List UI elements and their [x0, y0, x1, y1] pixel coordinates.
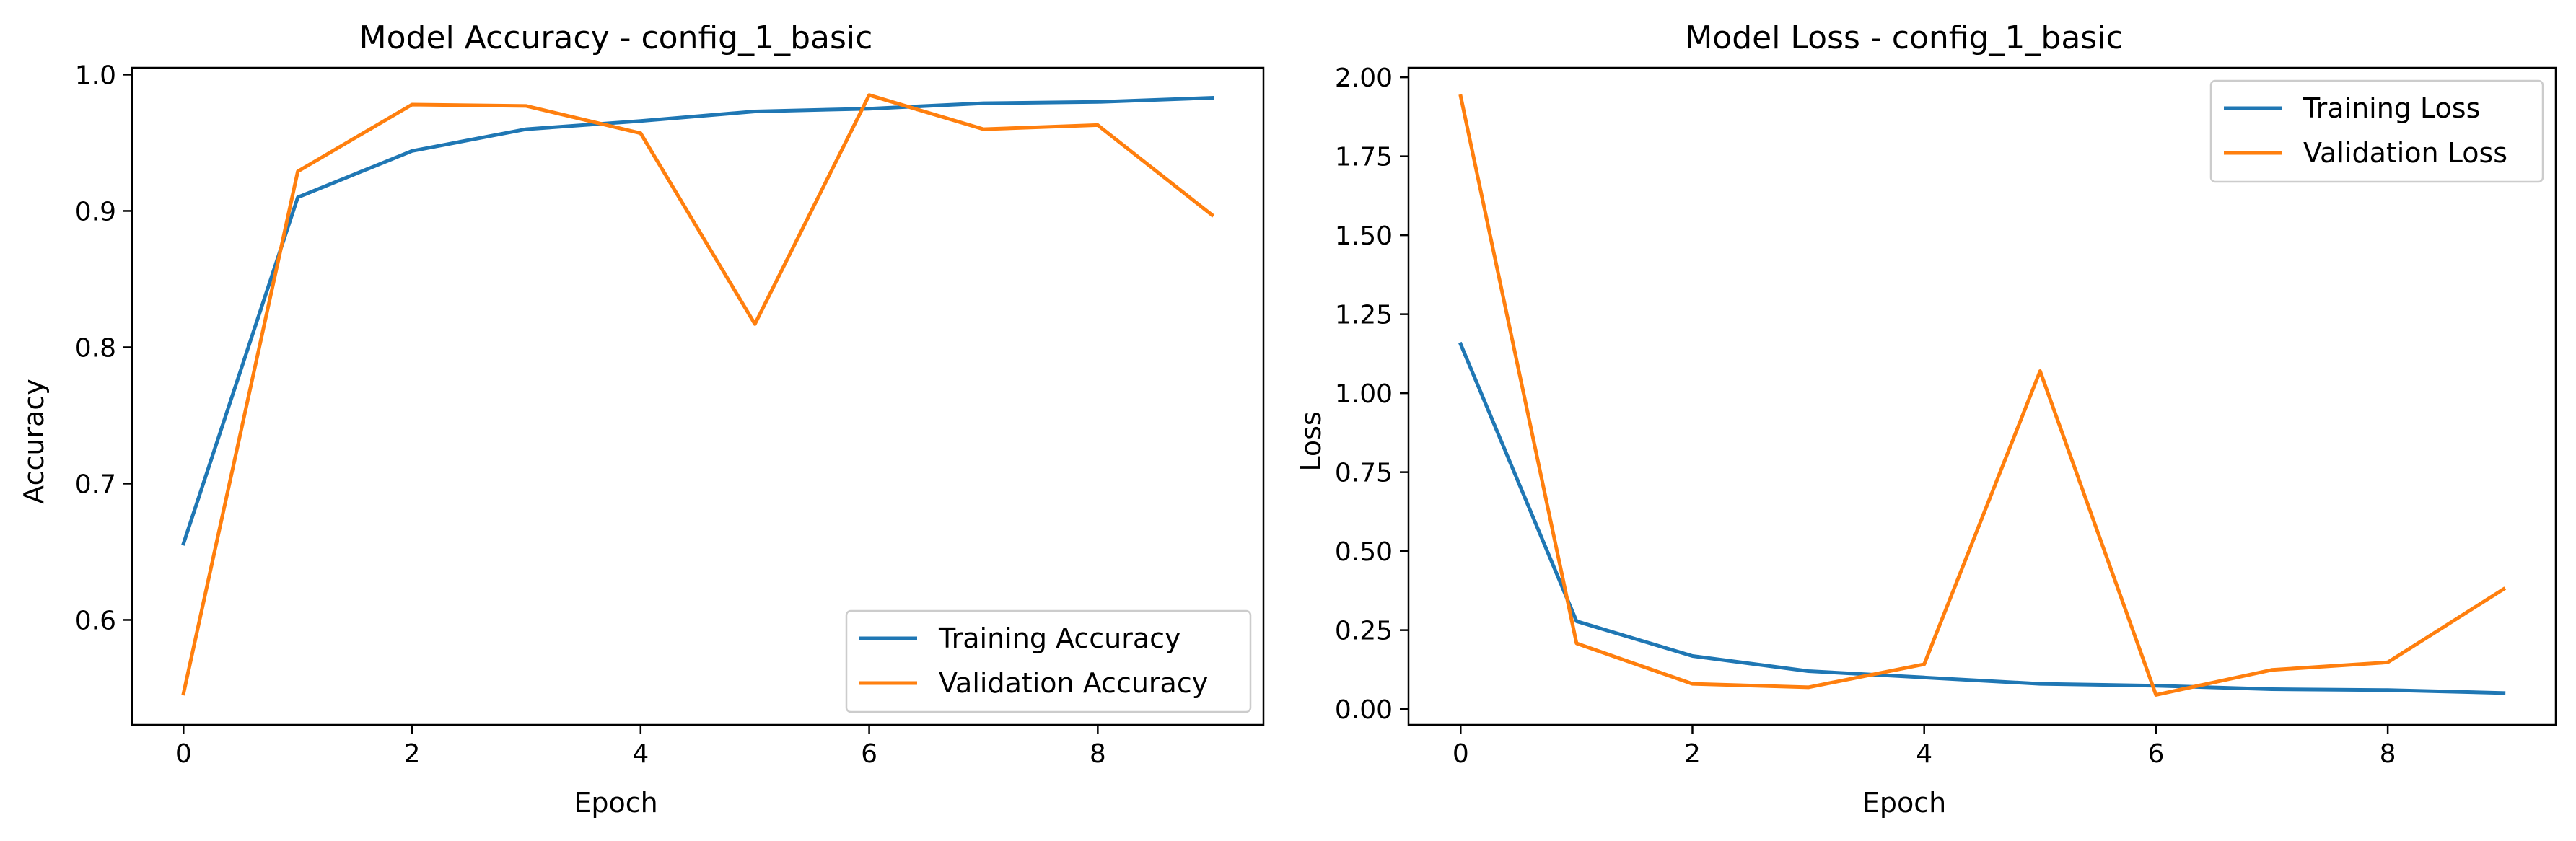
loss-y-tick-label: 2.00 [1335, 63, 1393, 93]
accuracy-series-validation-accuracy-line [181, 93, 1215, 696]
accuracy-legend: Training Accuracy Validation Accuracy [845, 609, 1252, 713]
loss-chart-title: Model Loss - config_1_basic [1685, 19, 2123, 56]
accuracy-plot-frame [131, 66, 1265, 726]
accuracy-legend-label: Validation Accuracy [939, 667, 1208, 699]
loss-y-tick-label: 1.75 [1335, 143, 1393, 172]
accuracy-x-tick-label: 4 [632, 739, 649, 769]
loss-legend: Training Loss Validation Loss [2209, 79, 2544, 183]
accuracy-legend-box [845, 609, 1252, 713]
loss-series-validation-loss-line [1458, 94, 2507, 697]
loss-panel: Model Loss - config_1_basic Epoch Loss 0… [1295, 19, 2557, 819]
loss-x-tick-label: 0 [1453, 739, 1469, 769]
loss-x-tick-label: 2 [1684, 739, 1701, 769]
accuracy-series-training-accuracy-line [181, 96, 1214, 546]
accuracy-x-tick-label: 2 [404, 739, 421, 769]
accuracy-y-tick-label: 0.7 [75, 470, 116, 499]
loss-legend-box [2209, 79, 2544, 183]
loss-y-axis-label: Loss [1295, 411, 1327, 471]
loss-legend-label: Training Loss [2303, 92, 2480, 124]
loss-y-tick-label: 1.50 [1335, 221, 1393, 251]
loss-y-tick-label: 0.50 [1335, 537, 1393, 567]
accuracy-x-tick-label: 0 [175, 739, 192, 769]
accuracy-x-axis-label: Epoch [574, 787, 657, 819]
loss-series-training-loss-line [1458, 341, 2506, 695]
accuracy-y-tick-label: 1.0 [75, 61, 116, 90]
accuracy-chart-title: Model Accuracy - config_1_basic [359, 19, 873, 56]
loss-x-axis-label: Epoch [1862, 787, 1946, 819]
loss-x-tick-label: 4 [1916, 739, 1932, 769]
loss-y-tick-label: 0.00 [1335, 695, 1393, 725]
accuracy-legend-label: Training Accuracy [938, 622, 1181, 654]
loss-x-tick-label: 6 [2147, 739, 2164, 769]
accuracy-x-tick-label: 8 [1090, 739, 1106, 769]
loss-y-tick-label: 1.25 [1335, 301, 1393, 330]
accuracy-y-tick-label: 0.6 [75, 606, 116, 635]
loss-plot-frame [1407, 66, 2557, 726]
accuracy-panel: Model Accuracy - config_1_basic Epoch Ac… [18, 19, 1265, 819]
loss-y-tick-label: 0.75 [1335, 459, 1393, 488]
loss-y-tick-label: 1.00 [1335, 379, 1393, 409]
loss-y-tick-label: 0.25 [1335, 617, 1393, 646]
accuracy-y-tick-label: 0.9 [75, 197, 116, 226]
loss-x-tick-label: 8 [2380, 739, 2396, 769]
accuracy-x-tick-label: 6 [861, 739, 877, 769]
accuracy-y-axis-label: Accuracy [18, 379, 50, 504]
accuracy-y-tick-label: 0.8 [75, 333, 116, 363]
loss-legend-label: Validation Loss [2303, 137, 2507, 169]
